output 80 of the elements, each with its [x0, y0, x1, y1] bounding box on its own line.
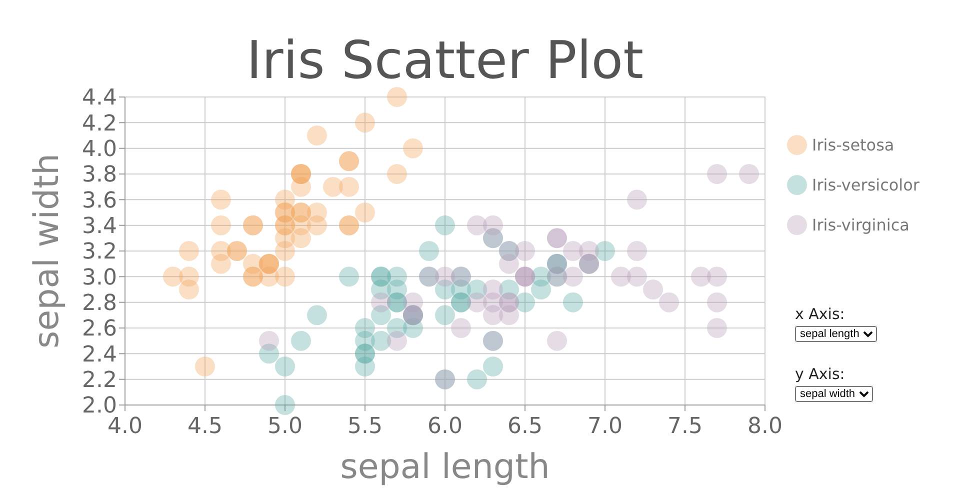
point: [435, 215, 455, 236]
point: [275, 395, 295, 415]
point: [659, 292, 679, 312]
chart-title: Iris Scatter Plot: [246, 31, 644, 91]
point: [627, 266, 647, 287]
y-tick-label: 3.8: [82, 162, 117, 188]
point: [483, 292, 503, 312]
point: [179, 266, 199, 287]
x-tick-label: 5.0: [268, 414, 302, 439]
y-tick-label: 2.8: [82, 291, 117, 316]
y-axis-title: sepal width: [27, 153, 67, 349]
point: [195, 356, 215, 376]
y-tick-label: 3.0: [82, 265, 117, 290]
point: [291, 215, 311, 236]
point: [211, 190, 231, 210]
y-tick-label: 4.0: [82, 137, 117, 162]
point: [179, 241, 199, 261]
point: [707, 292, 727, 312]
point: [323, 176, 343, 197]
point: [739, 164, 759, 184]
x-axis-title: sepal length: [340, 447, 550, 487]
axis-dropdown: sepal length: [795, 326, 877, 342]
point: [355, 202, 375, 222]
point: [307, 305, 327, 326]
text: x Axis:: [795, 305, 846, 323]
point: [403, 138, 423, 158]
point: [627, 241, 647, 261]
point: [467, 369, 487, 390]
point: [339, 266, 359, 287]
point: [371, 292, 391, 312]
y-tick-label: 3.6: [82, 188, 117, 214]
point: [499, 254, 519, 274]
point: [259, 330, 279, 351]
point: [355, 318, 375, 338]
point: [307, 126, 327, 146]
point: [483, 356, 503, 376]
point: [275, 228, 295, 248]
point: [467, 215, 487, 236]
point: [707, 266, 727, 287]
point: [211, 215, 231, 236]
x-tick-label: 5.5: [348, 414, 382, 439]
text: y Axis:: [795, 365, 846, 383]
point: [291, 330, 311, 351]
y-tick-label: 4.4: [82, 86, 117, 111]
point: [627, 190, 647, 210]
x-tick-label: 6.5: [508, 414, 542, 439]
x-tick-label: 7.0: [588, 414, 622, 439]
y-tick-label: 3.2: [82, 240, 117, 265]
y-tick-label: 2.2: [82, 368, 117, 394]
point: [547, 330, 567, 351]
y-tick-label: 4.2: [82, 111, 117, 136]
axis-dropdown: sepal width: [795, 386, 873, 402]
point: [435, 305, 455, 326]
point: [275, 266, 295, 287]
point: [707, 164, 727, 184]
legend-label: Iris-versicolor: [812, 176, 920, 195]
point: [387, 87, 407, 107]
x-tick-label: 7.5: [668, 414, 702, 439]
point: [563, 292, 583, 312]
point: [275, 356, 295, 376]
point: [387, 330, 407, 351]
legend-label: Iris-virginica: [812, 216, 910, 235]
point: [211, 241, 231, 261]
y-tick-label: 2.6: [82, 316, 117, 342]
y-tick-label: 2.4: [82, 342, 117, 368]
point: [515, 241, 535, 261]
x-tick-label: 8.0: [748, 414, 782, 439]
point: [355, 112, 375, 133]
point: [595, 241, 615, 261]
legend-label: Iris-setosa: [812, 136, 894, 155]
x-tick-label: 4.0: [108, 414, 142, 439]
point: [563, 241, 583, 261]
x-tick-label: 4.5: [188, 414, 222, 439]
point: [451, 318, 471, 338]
y-tick-label: 3.4: [82, 214, 117, 240]
point: [643, 280, 663, 300]
point: [707, 318, 727, 338]
point: [387, 164, 407, 184]
point: [419, 241, 439, 261]
x-tick-label: 6.0: [428, 414, 462, 439]
